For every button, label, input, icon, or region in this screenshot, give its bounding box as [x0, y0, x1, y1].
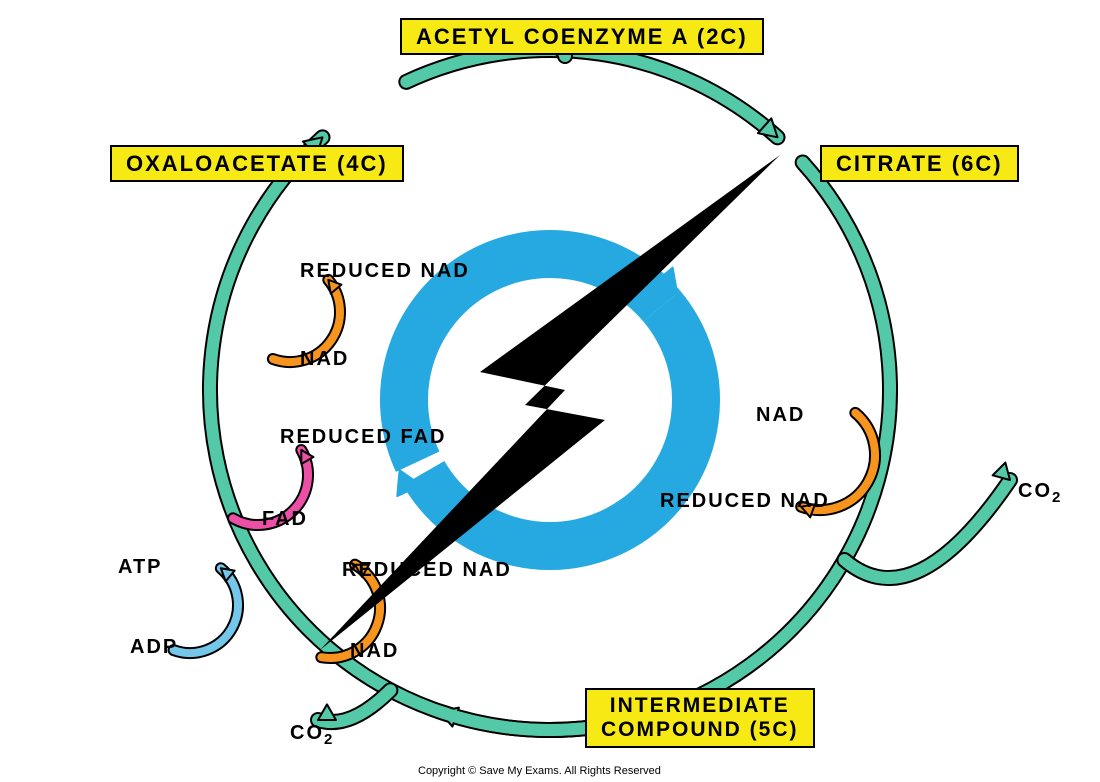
copyright-text: Copyright © Save My Exams. All Rights Re… [418, 765, 661, 777]
box-citrate: CITRATE (6C) [820, 145, 1019, 182]
box-acetyl-coenzyme-a: ACETYL COENZYME A (2C) [400, 18, 764, 55]
box-intermediate: INTERMEDIATECOMPOUND (5C) [585, 688, 815, 748]
label-nad-left: NAD [300, 348, 349, 371]
label-co2-bottom: CO2 [290, 722, 334, 748]
label-reduced-fad: REDUCED FAD [280, 426, 446, 449]
label-nad-bottom: NAD [350, 640, 399, 663]
label-atp: ATP [118, 556, 163, 579]
label-fad: FAD [262, 508, 308, 531]
label-reduced-nad-left: REDUCED NAD [300, 260, 470, 283]
label-co2-right: CO2 [1018, 480, 1062, 506]
box-oxaloacetate: OXALOACETATE (4C) [110, 145, 404, 182]
label-adp: ADP [130, 636, 178, 659]
label-reduced-nad-right: REDUCED NAD [660, 490, 830, 513]
label-reduced-nad-bottom: REDUCED NAD [342, 559, 512, 582]
label-nad-right: NAD [756, 404, 805, 427]
